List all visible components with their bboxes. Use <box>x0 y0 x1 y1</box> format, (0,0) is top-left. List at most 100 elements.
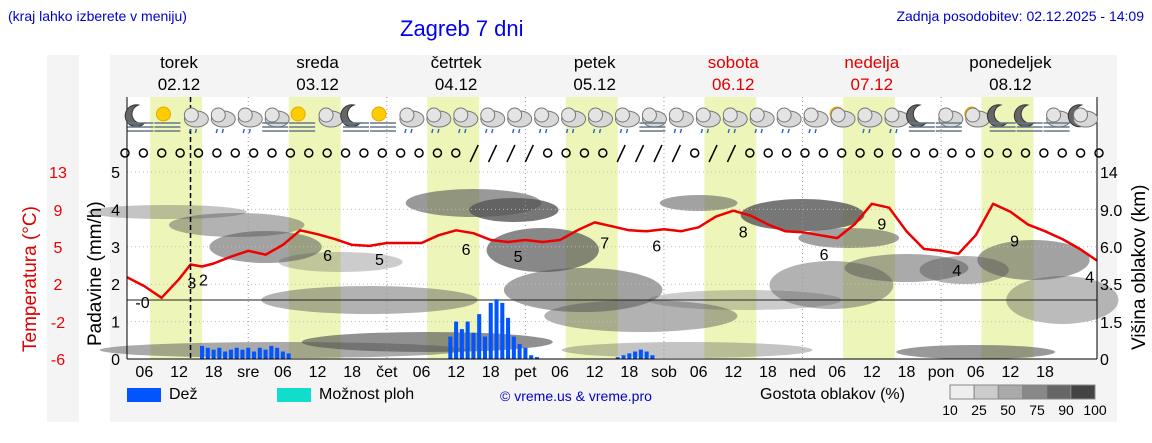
daylight-band <box>150 97 203 359</box>
cloud-height-tick-label: 3.5 <box>1100 277 1122 294</box>
cloud-cover-blob <box>88 205 247 219</box>
temperature-tick-label: -6 <box>51 352 65 369</box>
cloud-height-tick-label: 14 <box>1100 165 1118 182</box>
wind-barb <box>653 144 663 163</box>
cloud-puff-shape <box>965 107 981 123</box>
raindrop-shape <box>808 128 811 134</box>
cloud-puff-shape <box>237 107 253 123</box>
cloud-rain-icon <box>507 107 533 134</box>
temperature-value-label: 5 <box>375 252 384 269</box>
cloud-puff-shape <box>938 107 954 123</box>
wind-calm-marker <box>855 148 865 158</box>
cloud-cover-blob <box>844 254 969 282</box>
sun-fog-icon <box>369 106 396 132</box>
rain-legend-swatch <box>127 388 161 402</box>
cloud-puff-shape <box>399 107 415 123</box>
wind-barb <box>634 144 645 163</box>
raindrop-shape <box>760 128 763 134</box>
daylight-band <box>427 97 480 359</box>
cloud-density-tick-label: 75 <box>1029 402 1045 418</box>
credit-link[interactable]: © vreme.us & vreme.pro <box>500 388 652 404</box>
rain-bar <box>534 357 539 359</box>
precipitation-tick-label: 1 <box>111 315 120 332</box>
raindrop-shape <box>781 128 784 134</box>
wind-calm-marker <box>1039 148 1049 158</box>
x-tick-label: 18 <box>620 364 638 381</box>
day-name-label: sreda <box>296 53 339 72</box>
rain-bar <box>477 314 482 359</box>
x-tick-label: 18 <box>482 364 500 381</box>
wind-calm-marker <box>965 148 976 158</box>
rain-bar <box>627 353 632 359</box>
wind-calm-marker <box>542 148 553 158</box>
x-tick-label: 18 <box>343 364 361 381</box>
day-name-label: ponedeljek <box>969 53 1052 72</box>
x-tick-label: 12 <box>170 364 188 381</box>
wind-calm-marker <box>763 148 773 158</box>
wind-calm-marker <box>175 148 185 158</box>
cloud-rain-icon <box>561 107 587 134</box>
rain-bar <box>506 317 511 359</box>
wind-calm-marker <box>579 148 590 158</box>
cloud-puff-shape <box>453 107 469 123</box>
temperature-value-label: 4 <box>952 263 961 280</box>
cloud-density-swatch <box>997 384 1023 400</box>
cloud-icon <box>318 107 344 128</box>
rain-bar <box>459 329 464 359</box>
cloud-puff-shape <box>641 107 657 123</box>
x-tick-label: 12 <box>1001 364 1019 381</box>
temperature-value-label: -0 <box>135 295 149 312</box>
cloud-fog-icon <box>935 107 964 132</box>
cloud-rain-icon <box>776 107 802 134</box>
temperature-value-label: 6 <box>820 247 829 264</box>
wind-calm-marker <box>561 148 571 158</box>
rain-bar <box>448 336 453 359</box>
day-name-label: sobota <box>708 53 760 72</box>
raindrop-shape <box>565 128 569 134</box>
day-date-label: 02.12 <box>158 75 201 94</box>
cloud-rain-icon <box>210 107 236 134</box>
sun-fog-icon <box>289 106 316 132</box>
precipitation-tick-label: 4 <box>111 202 120 219</box>
cloud-puff-shape <box>534 107 550 123</box>
cloud-density-swatch <box>1070 384 1096 400</box>
rain-bar <box>523 347 528 359</box>
temperature-tick-label: 9 <box>54 203 63 220</box>
raindrop-shape <box>592 128 596 134</box>
rain-bar <box>286 353 291 359</box>
cloud-cover-blob <box>486 228 599 272</box>
wind-calm-marker <box>983 148 994 158</box>
wind-calm-marker <box>377 148 388 158</box>
cloud-puff-shape <box>722 107 738 123</box>
x-tick-label: pon <box>928 364 955 381</box>
raindrop-shape <box>538 128 542 134</box>
showers-legend-swatch <box>277 388 311 402</box>
cloud-density-swatch <box>1022 384 1048 400</box>
cloud-rain-icon <box>399 107 425 134</box>
wind-calm-marker <box>910 148 920 158</box>
wind-calm-marker <box>1075 148 1086 158</box>
rain-bar <box>269 345 274 359</box>
cloud-puff-shape <box>614 107 630 123</box>
x-tick-label: 18 <box>1036 364 1054 381</box>
cloud-height-axis-title: Višina oblakov (km) <box>1129 184 1150 350</box>
x-tick-label: sob <box>651 364 677 381</box>
wind-calm-marker <box>304 148 314 158</box>
wind-calm-marker <box>414 148 424 158</box>
temperature-value-label: 7 <box>600 235 609 252</box>
sun-shape <box>155 106 171 122</box>
rain-bar <box>217 347 222 359</box>
cloud-cover-blob <box>99 342 467 358</box>
cloud-density-tick-label: 100 <box>1083 402 1107 418</box>
rain-bar <box>494 299 499 359</box>
raindrop-shape <box>242 128 245 134</box>
cloud-puff-shape <box>695 107 711 123</box>
x-tick-label: 12 <box>724 364 742 381</box>
rain-bar <box>644 351 649 359</box>
wind-calm-marker <box>928 148 939 158</box>
rain-bar <box>517 344 522 359</box>
raindrop-shape <box>431 128 434 134</box>
cloud-cover-blob <box>469 198 559 222</box>
night-fog-icon <box>124 104 154 132</box>
wind-calm-marker <box>781 148 792 158</box>
